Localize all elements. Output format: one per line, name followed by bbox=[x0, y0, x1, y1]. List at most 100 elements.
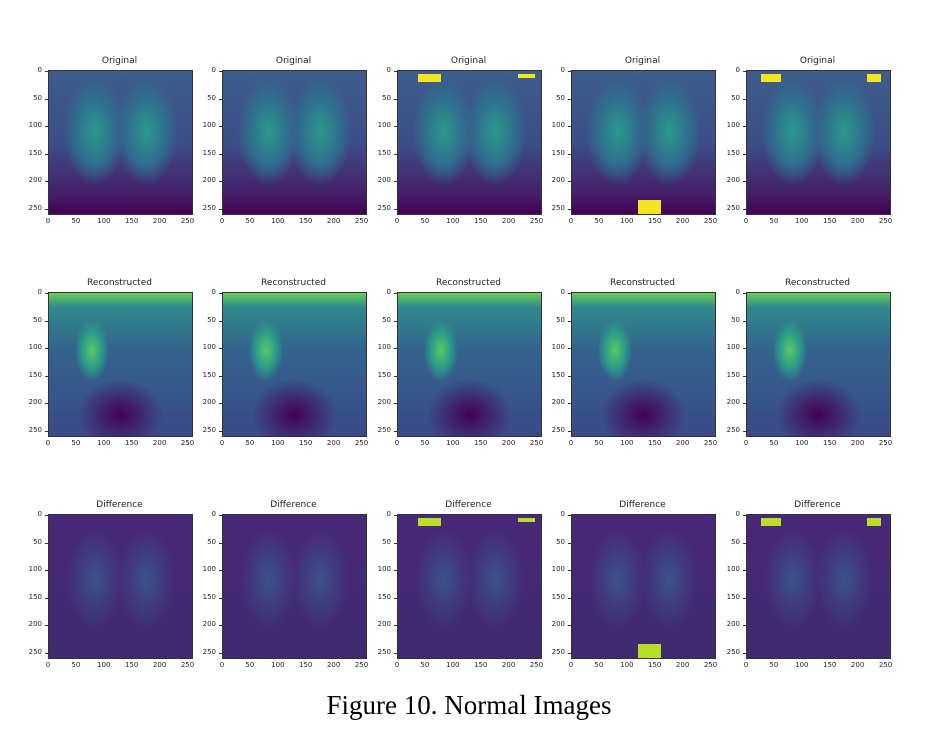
y-tick: 250 bbox=[186, 426, 222, 434]
y-tick: 100 bbox=[535, 343, 571, 351]
y-tick: 150 bbox=[186, 371, 222, 379]
x-tick: 250 bbox=[529, 439, 544, 447]
y-tick: 0 bbox=[12, 288, 48, 296]
y-tick: 200 bbox=[361, 620, 397, 628]
y-tick: 150 bbox=[361, 593, 397, 601]
panel-recon-4: Reconstructed 0 50 100 150 200 250 0 50 100 150 200… bbox=[533, 278, 718, 468]
y-tick: 0 bbox=[710, 510, 746, 518]
x-tick: 200 bbox=[850, 439, 865, 447]
x-tick: 100 bbox=[271, 661, 285, 669]
y-tick: 200 bbox=[710, 176, 746, 184]
x-tick: 100 bbox=[620, 661, 634, 669]
x-tick: 150 bbox=[648, 661, 662, 669]
occlusion-patch bbox=[637, 643, 661, 658]
y-tick: 100 bbox=[186, 565, 222, 573]
x-tick: 200 bbox=[850, 661, 865, 669]
x-tick: 0 bbox=[219, 217, 225, 225]
x-tick: 50 bbox=[420, 661, 430, 669]
occlusion-patch bbox=[418, 517, 441, 527]
x-tick: 0 bbox=[394, 217, 400, 225]
panel-diff-4: Difference 0 50 100 150 200 250 0 50 100 150 200 250 bbox=[533, 500, 718, 690]
x-tick: 50 bbox=[71, 439, 81, 447]
x-tick: 50 bbox=[71, 661, 81, 669]
x-tick: 0 bbox=[568, 661, 574, 669]
x-tick: 0 bbox=[568, 439, 574, 447]
y-tick: 50 bbox=[186, 316, 222, 324]
y-tick: 50 bbox=[361, 538, 397, 546]
recon-image bbox=[571, 292, 716, 437]
x-tick: 0 bbox=[45, 661, 51, 669]
x-tick: 100 bbox=[271, 439, 285, 447]
diff-image bbox=[222, 514, 367, 659]
x-tick: 100 bbox=[620, 439, 634, 447]
y-tick: 250 bbox=[12, 648, 48, 656]
x-tick: 200 bbox=[850, 217, 865, 225]
x-tick: 0 bbox=[743, 661, 749, 669]
occlusion-patch bbox=[518, 73, 536, 79]
panel-title: Difference bbox=[794, 500, 841, 510]
x-tick: 50 bbox=[245, 661, 255, 669]
panel-title: Difference bbox=[445, 500, 492, 510]
y-tick: 150 bbox=[710, 371, 746, 379]
x-tick: 200 bbox=[152, 439, 167, 447]
panel-recon-3: Reconstructed 0 50 100 150 200 250 0 50 100 150 200… bbox=[359, 278, 544, 468]
x-tick: 50 bbox=[594, 217, 604, 225]
x-tick: 200 bbox=[675, 217, 690, 225]
x-tick: 250 bbox=[878, 439, 893, 447]
x-tick: 150 bbox=[474, 217, 488, 225]
y-tick: 100 bbox=[710, 343, 746, 351]
y-tick: 250 bbox=[535, 426, 571, 434]
x-tick: 0 bbox=[219, 661, 225, 669]
occlusion-patch bbox=[867, 517, 882, 527]
recon-image bbox=[746, 292, 891, 437]
occlusion-patch bbox=[418, 73, 441, 83]
x-tick: 100 bbox=[97, 217, 111, 225]
y-tick: 200 bbox=[535, 176, 571, 184]
y-tick: 250 bbox=[710, 204, 746, 212]
y-tick: 100 bbox=[535, 565, 571, 573]
x-tick: 250 bbox=[354, 439, 369, 447]
y-tick: 150 bbox=[535, 149, 571, 157]
panel-title: Reconstructed bbox=[610, 278, 675, 288]
recon-image bbox=[48, 292, 193, 437]
y-tick: 0 bbox=[361, 510, 397, 518]
x-tick: 50 bbox=[420, 217, 430, 225]
panel-original-2: Original 0 50 100 150 200 250 0 50 100 150 200 250 bbox=[184, 56, 369, 246]
x-tick: 50 bbox=[769, 439, 779, 447]
original-image bbox=[746, 70, 891, 215]
x-tick: 200 bbox=[326, 439, 341, 447]
x-tick: 250 bbox=[529, 661, 544, 669]
x-tick: 250 bbox=[180, 217, 195, 225]
y-tick: 0 bbox=[361, 288, 397, 296]
y-tick: 250 bbox=[12, 426, 48, 434]
x-tick: 100 bbox=[97, 661, 111, 669]
y-tick: 150 bbox=[12, 593, 48, 601]
panel-title: Reconstructed bbox=[785, 278, 850, 288]
y-tick: 200 bbox=[186, 620, 222, 628]
y-tick: 100 bbox=[710, 565, 746, 573]
x-tick: 50 bbox=[71, 217, 81, 225]
y-tick: 100 bbox=[710, 121, 746, 129]
x-tick: 100 bbox=[795, 661, 809, 669]
y-tick: 100 bbox=[361, 565, 397, 573]
x-tick: 150 bbox=[648, 217, 662, 225]
y-tick: 200 bbox=[12, 620, 48, 628]
x-tick: 250 bbox=[354, 217, 369, 225]
y-tick: 0 bbox=[186, 288, 222, 296]
y-tick: 150 bbox=[12, 149, 48, 157]
x-tick: 150 bbox=[299, 217, 313, 225]
panel-title: Original bbox=[799, 56, 836, 66]
panel-diff-1: Difference 0 50 100 150 200 250 0 50 100 150 200 250 bbox=[10, 500, 195, 690]
y-tick: 200 bbox=[12, 398, 48, 406]
x-tick: 200 bbox=[152, 661, 167, 669]
panel-title: Reconstructed bbox=[436, 278, 501, 288]
y-tick: 100 bbox=[12, 565, 48, 573]
panel-title: Difference bbox=[270, 500, 317, 510]
panel-title: Original bbox=[624, 56, 661, 66]
y-tick: 50 bbox=[186, 538, 222, 546]
x-tick: 150 bbox=[299, 439, 313, 447]
y-tick: 150 bbox=[535, 371, 571, 379]
x-tick: 250 bbox=[354, 661, 369, 669]
x-tick: 150 bbox=[474, 439, 488, 447]
panel-original-5: Original 0 50 100 150 200 250 0 50 100 150 200 250 bbox=[708, 56, 893, 246]
